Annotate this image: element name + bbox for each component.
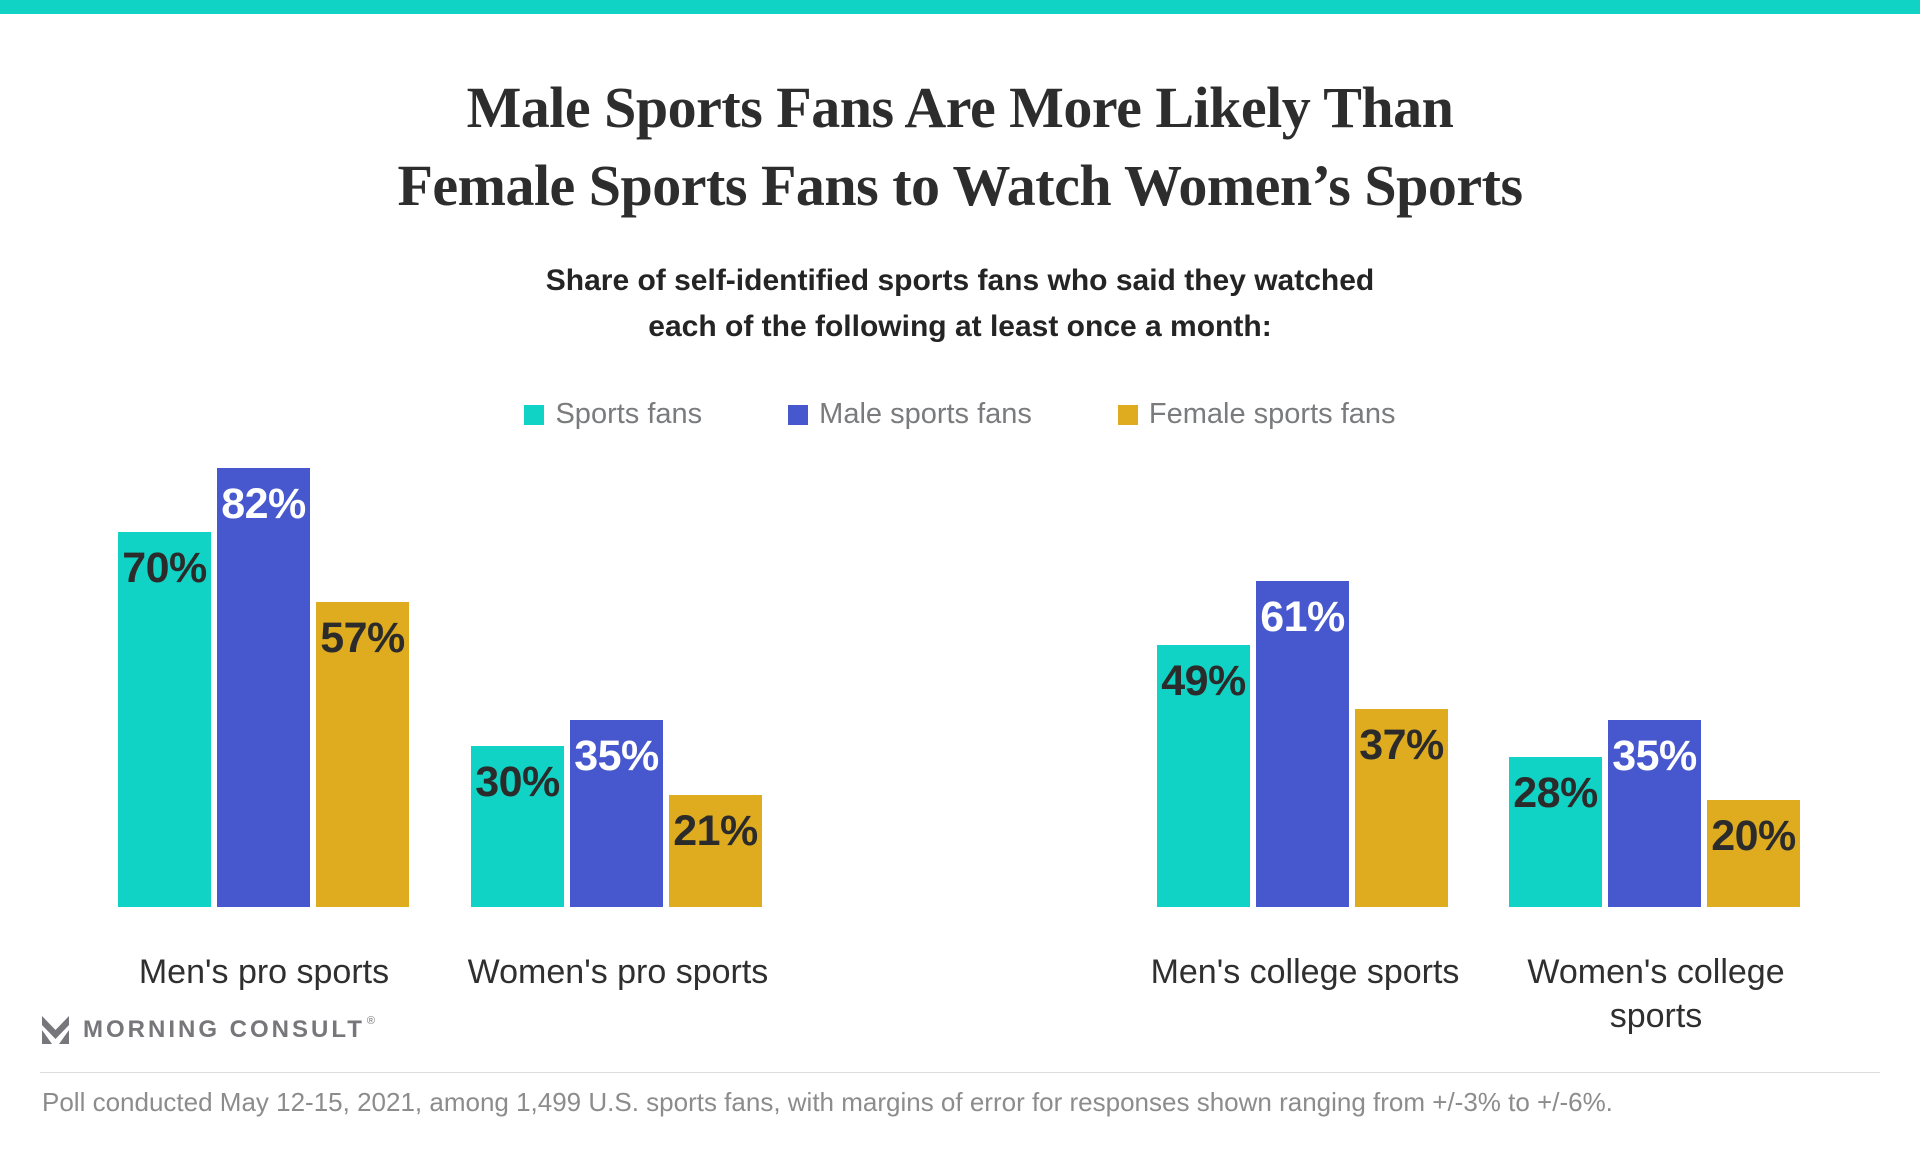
morning-consult-wordmark: MORNING CONSULT bbox=[83, 1016, 365, 1043]
page-title: Male Sports Fans Are More Likely Than Fe… bbox=[0, 69, 1920, 225]
bar-value-label: 82% bbox=[221, 480, 306, 528]
legend-item-male-sports-fans: Male sports fans bbox=[788, 398, 1032, 431]
legend-swatch-female-sports-fans bbox=[1117, 404, 1138, 425]
bar-value-label: 37% bbox=[1359, 721, 1444, 769]
subtitle-line-1: Share of self-identified sports fans who… bbox=[545, 264, 1375, 297]
category-label-women-s-pro-sports: Women's pro sports bbox=[467, 953, 769, 991]
chart-subtitle: Share of self-identified sports fans who… bbox=[0, 258, 1920, 350]
chart-area: 70% 82% 57% 30% 35% 21% 49% 61% 37% 28% 35% 20% bbox=[118, 468, 1800, 907]
methodology-note: Poll conducted May 12-15, 2021, among 1,… bbox=[42, 1087, 1613, 1117]
bar-value-label: 35% bbox=[1612, 732, 1697, 780]
title-line-2: Female Sports Fans to Watch Women’s Spor… bbox=[397, 152, 1523, 218]
bar-female-sports-fans-women-s-college-sports: 20% bbox=[1707, 800, 1800, 907]
bar-value-label: 21% bbox=[673, 807, 758, 855]
bar-male-sports-fans-women-s-pro-sports: 35% bbox=[570, 720, 663, 907]
bar-sports-fans-men-s-college-sports: 49% bbox=[1157, 645, 1250, 907]
bar-group-men-s-pro-sports: 70% 82% 57% bbox=[118, 468, 409, 907]
category-labels: Men's pro sports Women's pro sports Men's … bbox=[0, 950, 1920, 1050]
bar-value-label: 35% bbox=[574, 732, 659, 780]
bar-sports-fans-women-s-college-sports: 28% bbox=[1509, 757, 1602, 907]
category-label-men-s-pro-sports: Men's pro sports bbox=[138, 953, 390, 991]
morning-consult-m-icon bbox=[42, 1016, 69, 1044]
legend-label-sports-fans: Sports fans bbox=[555, 398, 703, 430]
legend-item-female-sports-fans: Female sports fans bbox=[1117, 398, 1396, 431]
bar-sports-fans-men-s-pro-sports: 70% bbox=[118, 532, 211, 907]
bar-value-label: 49% bbox=[1161, 657, 1246, 705]
title-line-1: Male Sports Fans Are More Likely Than bbox=[466, 74, 1454, 140]
bar-male-sports-fans-women-s-college-sports: 35% bbox=[1608, 720, 1701, 907]
bar-value-label: 57% bbox=[320, 614, 405, 662]
subtitle-line-2: each of the following at least once a mo… bbox=[648, 310, 1272, 343]
chart-legend: Sports fans Male sports fans Female sports… bbox=[0, 398, 1920, 431]
bar-female-sports-fans-women-s-pro-sports: 21% bbox=[669, 795, 762, 907]
top-accent-bar bbox=[0, 0, 1920, 14]
legend-item-sports-fans: Sports fans bbox=[524, 398, 702, 431]
category-label-women-s-college-sports: Women's college sports bbox=[1527, 953, 1785, 1035]
bar-group-women-s-college-sports: 28% 35% 20% bbox=[1509, 720, 1800, 907]
bar-female-sports-fans-men-s-college-sports: 37% bbox=[1355, 709, 1448, 907]
bar-group-men-s-college-sports: 49% 61% 37% bbox=[1157, 581, 1448, 907]
bar-male-sports-fans-men-s-pro-sports: 82% bbox=[217, 468, 310, 907]
bar-value-label: 28% bbox=[1513, 769, 1598, 817]
category-label-men-s-college-sports: Men's college sports bbox=[1150, 953, 1460, 991]
legend-label-female-sports-fans: Female sports fans bbox=[1148, 398, 1396, 430]
footer-divider bbox=[40, 1072, 1880, 1073]
bar-male-sports-fans-men-s-college-sports: 61% bbox=[1256, 581, 1349, 907]
legend-swatch-male-sports-fans bbox=[788, 404, 809, 425]
bar-value-label: 61% bbox=[1260, 593, 1345, 641]
bar-sports-fans-women-s-pro-sports: 30% bbox=[471, 746, 564, 907]
bar-female-sports-fans-men-s-pro-sports: 57% bbox=[316, 602, 409, 907]
legend-label-male-sports-fans: Male sports fans bbox=[819, 398, 1032, 430]
bar-value-label: 70% bbox=[122, 544, 207, 592]
registered-trademark-symbol: ® bbox=[366, 1015, 375, 1027]
bar-group-women-s-pro-sports: 30% 35% 21% bbox=[471, 720, 762, 907]
bar-value-label: 20% bbox=[1711, 812, 1796, 860]
bar-value-label: 30% bbox=[475, 758, 560, 806]
morning-consult-logo: MORNING CONSULT ® bbox=[42, 1015, 375, 1044]
legend-swatch-sports-fans bbox=[524, 404, 545, 425]
